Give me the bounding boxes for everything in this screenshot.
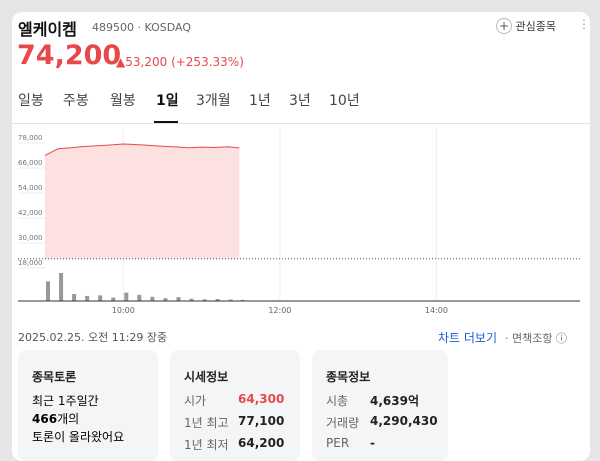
volume-bar: [98, 295, 103, 301]
volume-bar: [137, 294, 142, 301]
card-title: 시세정보: [184, 370, 229, 384]
row-value: 64,200: [238, 436, 285, 450]
volume-bar: [228, 299, 233, 301]
volume-bar: [46, 281, 50, 301]
disclaimer-label: 면책조항: [512, 332, 553, 345]
volume-bar: [176, 297, 181, 301]
line: 개의: [57, 412, 80, 426]
code: 489500: [92, 21, 134, 34]
line: 토론이 올라왔어요: [32, 430, 125, 444]
row-label: PER: [326, 436, 350, 450]
tab[interactable]: 1년: [249, 93, 271, 109]
x-tick-label: 12:00: [268, 306, 291, 315]
volume-bar: [215, 299, 220, 301]
volume-bar: [124, 292, 129, 301]
disclaimer[interactable]: · 면책조항 ⓘ: [505, 332, 567, 345]
card-title: 종목토론: [32, 370, 77, 384]
price-line: [44, 143, 240, 156]
change-value: 53,200: [125, 55, 168, 69]
y-tick-label: 18,000: [18, 259, 43, 267]
volume-bar: [189, 298, 194, 301]
change: ▲53,200 (+253.33%): [116, 55, 244, 69]
x-tick-label: 10:00: [112, 306, 135, 315]
row-value: 77,100: [238, 414, 285, 428]
chart: 10:00 12:00 14:00 18,000 30,000 42,000 54,000 6…: [18, 128, 580, 315]
more-menu[interactable]: ⋮: [578, 17, 590, 31]
volume-bar: [85, 295, 90, 301]
y-tick-label: 30,000: [18, 234, 43, 242]
market: KOSDAQ: [144, 21, 192, 34]
change-pct: (+253.33%): [171, 55, 244, 69]
tab[interactable]: 월봉: [110, 93, 136, 109]
y-tick-label: 42,000: [18, 209, 43, 217]
divider: [12, 123, 590, 124]
tab[interactable]: 10년: [329, 93, 360, 109]
watch-label: 관심종목: [515, 20, 556, 33]
row-value: -: [370, 436, 375, 450]
x-tick-label: 14:00: [425, 306, 448, 315]
tab[interactable]: 1일: [156, 93, 179, 109]
tab[interactable]: 3년: [289, 93, 311, 109]
row-value: 4,639억: [370, 394, 419, 408]
volume-bar: [202, 299, 207, 301]
tab-underline: [154, 121, 178, 123]
row-label: 1년 최고: [184, 416, 229, 430]
stock-code: 489500 · KOSDAQ: [92, 21, 192, 34]
row-value: 4,290,430: [370, 414, 438, 428]
chart-more[interactable]: 차트 더보기: [438, 331, 498, 345]
row-label: 시총: [326, 394, 349, 408]
count: 466: [32, 412, 58, 426]
watch-button[interactable]: + 관심종목: [496, 18, 556, 34]
volume-bar: [163, 298, 168, 301]
line: 466개의: [32, 410, 79, 427]
price: 74,200: [17, 40, 122, 71]
volume-bar: [111, 297, 116, 301]
row-label: 거래량: [326, 416, 360, 430]
card-title: 종목정보: [326, 370, 371, 384]
timestamp: 2025.02.25. 오전 11:29 장중: [18, 331, 168, 344]
discussion-card[interactable]: 종목토론 최근 1주일간 466개의 토론이 올라왔어요: [18, 350, 158, 461]
volume-bar: [240, 299, 245, 301]
volume-bar: [72, 294, 77, 301]
y-tick-label: 66,000: [18, 159, 43, 167]
y-tick-label: 54,000: [18, 184, 43, 192]
y-tick-label: 78,000: [18, 134, 43, 142]
row-label: 시가: [184, 394, 207, 408]
tab[interactable]: 일봉: [18, 93, 44, 109]
volume-bar: [59, 273, 64, 301]
row-value: 64,300: [238, 392, 285, 406]
row-label: 1년 최저: [184, 438, 229, 452]
volume-bar: [150, 296, 155, 301]
tab[interactable]: 주봉: [63, 93, 89, 109]
stock-name: 엘케이켐: [18, 20, 77, 39]
price-area: [45, 144, 240, 259]
tab[interactable]: 3개월: [196, 93, 231, 109]
line: 최근 1주일간: [32, 394, 99, 408]
